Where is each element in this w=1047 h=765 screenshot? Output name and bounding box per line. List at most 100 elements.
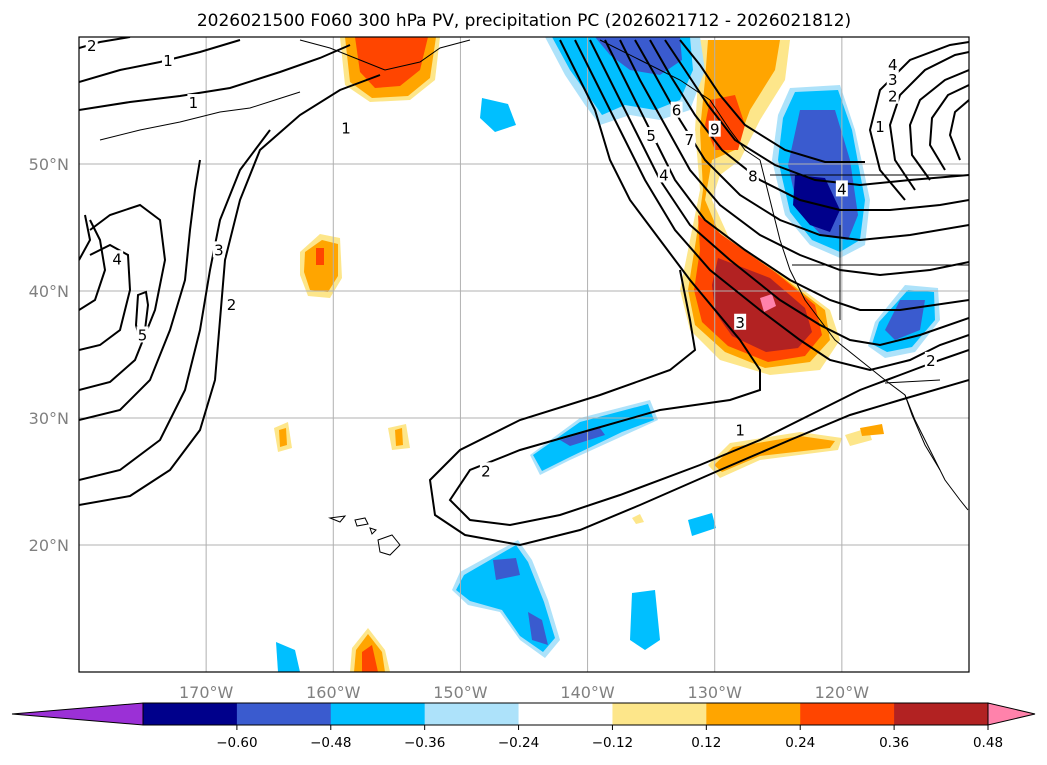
contour-north-3 <box>908 69 969 181</box>
contour-trough-6 <box>634 39 969 242</box>
chart-title: 2026021500 F060 300 hPa PV, precipitatio… <box>197 11 851 31</box>
colorbar-tick-label: −0.36 <box>404 735 445 751</box>
y-tick-label: 30°N <box>29 409 69 428</box>
contour-label: 3 <box>214 241 224 259</box>
contour-label: 4 <box>659 166 669 184</box>
contour-label: 4 <box>837 180 847 198</box>
shade-positive-pacific-1 <box>304 240 338 292</box>
shade-negative-subtropical-dark <box>560 428 605 446</box>
coast-aleutians <box>99 91 301 141</box>
shade-negative-small-3 <box>276 642 300 672</box>
y-tick-label: 50°N <box>29 155 69 174</box>
contour-label-bg <box>225 295 238 312</box>
colorbar-ticks: −0.60 −0.48 −0.36 −0.24 −0.12 0.12 0.24 0.36 0.4… <box>216 725 1003 751</box>
contour-label-bg <box>340 119 352 136</box>
contour-west-1b <box>79 44 351 111</box>
contour-ridge-6 <box>79 219 107 311</box>
contour-label-bg <box>886 71 899 88</box>
colorbar-tick-label: −0.48 <box>310 735 351 751</box>
contour-trough-5 <box>619 39 969 277</box>
colorbar-extend-high <box>987 702 1036 726</box>
contour-label-bg <box>874 118 886 135</box>
contour-ridge-1 <box>79 74 381 506</box>
y-tick-label: 40°N <box>29 282 69 301</box>
contour-label: 8 <box>748 168 758 186</box>
contour-label: 1 <box>341 119 351 137</box>
colorbar-tick-label: −0.24 <box>498 735 539 751</box>
x-tick-label: 150°W <box>433 683 488 702</box>
colorbar <box>11 702 1036 726</box>
colorbar-segment <box>143 703 238 725</box>
contour-trough-8 <box>664 39 969 187</box>
contour-label: 2 <box>888 88 898 106</box>
map-frame <box>78 36 970 673</box>
colorbar-segment <box>894 703 989 725</box>
contour-label: 3 <box>888 71 898 89</box>
contour-label: 7 <box>685 131 695 149</box>
contour-label: 1 <box>735 422 745 440</box>
contour-trough-3 <box>589 39 969 347</box>
shade-negative-alaska-dark <box>595 37 682 75</box>
shade-positive-nw-pink <box>760 294 776 312</box>
colorbar-segment <box>612 703 707 725</box>
x-axis-ticks: 170°W 160°W 150°W 140°W 130°W 120°W <box>179 683 869 702</box>
contour-label-bg <box>645 127 658 144</box>
contour-trough-4 <box>604 39 969 311</box>
contour-ridge-5 <box>79 243 132 351</box>
colorbar-segment <box>706 703 801 725</box>
contour-north-2 <box>888 51 969 191</box>
contour-label: 2 <box>227 296 237 314</box>
colorbar-tick-label: 0.48 <box>973 735 1003 751</box>
colorbar-segment <box>800 703 895 725</box>
contour-label-bg <box>85 37 98 53</box>
coast-alaska <box>299 39 471 71</box>
coast-hawaii-1 <box>328 515 347 523</box>
contour-label-bg <box>111 250 124 267</box>
contour-label: 2 <box>87 37 97 55</box>
pv-contours <box>79 37 969 547</box>
y-tick-label: 20°N <box>29 536 69 555</box>
colorbar-tick-label: 0.24 <box>785 735 815 751</box>
contour-trough-7 <box>649 39 969 211</box>
contour-label: 9 <box>710 121 720 139</box>
contour-label: 1 <box>189 94 199 112</box>
contour-label-bg <box>657 166 670 183</box>
contour-label-bg <box>683 130 696 147</box>
contour-trough-1 <box>448 39 969 527</box>
shade-positive-dot <box>632 514 644 524</box>
contour-trough-9 <box>679 39 865 163</box>
contour-label: 2 <box>926 352 936 370</box>
shade-positive-small-a-in <box>279 428 287 447</box>
contour-label-bg <box>924 351 937 368</box>
x-tick-label: 170°W <box>179 683 234 702</box>
contour-label-bg <box>670 101 683 118</box>
contour-label: 1 <box>163 52 173 70</box>
contour-north-5 <box>948 99 969 161</box>
shade-positive-south-red <box>362 645 378 672</box>
contour-west-1a <box>79 39 241 83</box>
contour-label: 4 <box>112 250 122 268</box>
contour-ridge-4 <box>79 203 167 391</box>
colorbar-segment <box>330 703 426 725</box>
contour-trough-2b <box>428 269 969 547</box>
contour-label: 5 <box>138 326 148 344</box>
contour-label: 3 <box>735 314 745 332</box>
contour-label-bg <box>187 94 200 111</box>
y-axis-ticks: 50°N 40°N 30°N 20°N <box>29 155 69 555</box>
contour-label-bg <box>162 52 174 69</box>
shade-positive-small-b-in <box>395 428 403 446</box>
contour-label-bg <box>734 421 747 438</box>
contour-trough-2 <box>574 39 969 372</box>
shade-negative-small-2 <box>630 590 660 650</box>
contour-label-bg <box>708 120 721 137</box>
contour-label-bg <box>886 55 899 72</box>
colorbar-tick-label: 0.36 <box>879 735 909 751</box>
colorbar-tick-label: 0.12 <box>691 735 721 751</box>
contour-north-1 <box>868 41 969 201</box>
colorbar-tick-label: −0.12 <box>592 735 633 751</box>
x-tick-label: 120°W <box>815 683 870 702</box>
colorbar-segment <box>424 703 520 725</box>
